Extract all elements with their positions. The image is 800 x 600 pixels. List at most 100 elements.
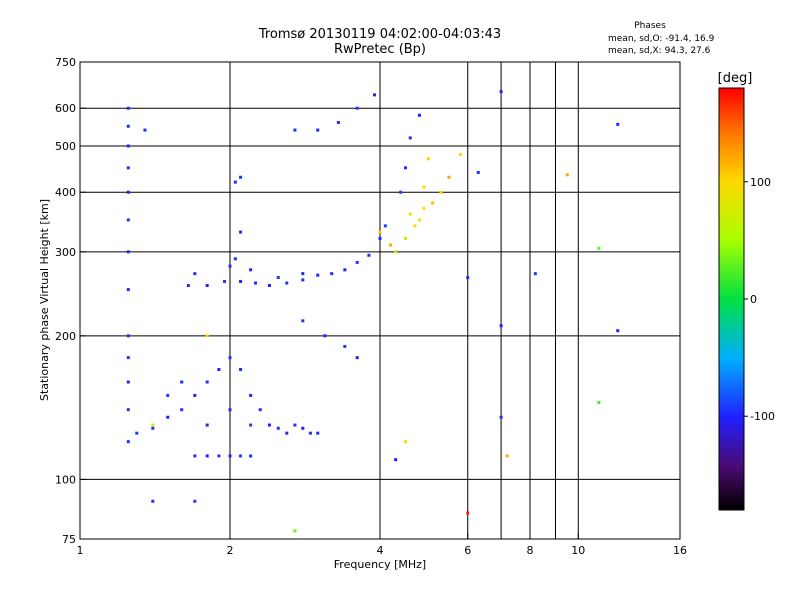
data-point	[249, 423, 253, 427]
data-point	[249, 393, 253, 397]
colorbar-ticks: 100 0 -100	[744, 176, 775, 423]
y-tick-label: 100	[55, 473, 76, 486]
stats-line-x: mean, sd,X: 94.3, 27.6	[608, 46, 711, 56]
data-point	[151, 423, 155, 427]
data-point	[180, 380, 184, 384]
data-point	[228, 408, 232, 412]
x-axis: 1 2 4 6 8 10 16	[77, 533, 687, 557]
data-point	[217, 367, 221, 371]
data-point	[408, 136, 412, 140]
data-point	[223, 279, 227, 283]
y-tick-label: 600	[55, 102, 76, 115]
colorbar-tick-label: -100	[750, 410, 775, 423]
data-point	[285, 281, 289, 285]
data-point	[228, 264, 232, 268]
data-point	[499, 324, 503, 328]
data-point	[126, 218, 130, 222]
data-point	[267, 283, 271, 287]
stats-heading: Phases	[634, 21, 666, 31]
colorbar	[718, 87, 745, 511]
x-tick-label: 10	[571, 544, 585, 557]
data-point	[228, 356, 232, 360]
chart-subtitle: RwPretec (Bp)	[334, 42, 426, 57]
data-point	[301, 272, 305, 276]
data-point	[389, 243, 393, 247]
data-point	[151, 499, 155, 503]
data-point	[126, 250, 130, 254]
data-point	[367, 253, 371, 257]
y-tick-label: 750	[55, 56, 76, 69]
data-point	[205, 454, 209, 458]
data-point	[383, 224, 387, 228]
data-point	[499, 415, 503, 419]
data-point	[166, 393, 170, 397]
data-point	[253, 281, 257, 285]
data-point	[293, 529, 297, 533]
data-point	[343, 344, 347, 348]
data-point	[193, 499, 197, 503]
data-point	[422, 185, 426, 189]
data-point	[355, 356, 359, 360]
data-point	[458, 152, 462, 156]
data-point	[355, 106, 359, 110]
data-point	[126, 380, 130, 384]
x-tick-label: 4	[377, 544, 384, 557]
data-point	[267, 423, 271, 427]
data-point	[378, 236, 382, 240]
x-tick-label: 6	[464, 544, 471, 557]
data-point	[403, 236, 407, 240]
data-point	[616, 122, 620, 126]
y-axis: 75 100 200 300 400 500 600 750	[55, 56, 86, 546]
data-point	[151, 426, 155, 430]
data-point	[166, 415, 170, 419]
y-tick-label: 400	[55, 186, 76, 199]
data-point	[597, 246, 601, 250]
data-point	[316, 273, 320, 277]
data-point	[330, 272, 334, 276]
data-point	[126, 408, 130, 412]
data-point	[426, 157, 430, 161]
data-point	[343, 268, 347, 272]
data-point	[249, 454, 253, 458]
data-point	[126, 190, 130, 194]
data-point	[301, 319, 305, 323]
data-point	[417, 218, 421, 222]
data-point	[126, 166, 130, 170]
data-point	[239, 279, 243, 283]
stats-line-o: mean, sd,O: -91.4, 16.9	[608, 34, 715, 44]
y-tick-label: 300	[55, 246, 76, 259]
data-point	[378, 230, 382, 234]
data-point	[403, 440, 407, 444]
data-point	[466, 276, 470, 280]
x-tick-label: 1	[77, 544, 84, 557]
data-point	[205, 283, 209, 287]
data-point	[239, 175, 243, 179]
x-tick-label: 16	[673, 544, 687, 557]
data-point	[293, 128, 297, 132]
data-point	[126, 288, 130, 292]
data-point	[355, 260, 359, 264]
colorbar-label: [deg]	[718, 71, 753, 86]
data-point	[135, 431, 139, 435]
data-point	[413, 224, 417, 228]
data-point	[505, 454, 509, 458]
data-point	[417, 113, 421, 117]
data-point	[239, 454, 243, 458]
data-point	[126, 124, 130, 128]
data-point	[308, 431, 312, 435]
data-point	[126, 106, 130, 110]
data-point	[258, 408, 262, 412]
data-point	[439, 190, 443, 194]
data-point	[323, 334, 327, 338]
data-point	[403, 166, 407, 170]
x-axis-label: Frequency [MHz]	[334, 558, 426, 571]
data-point	[239, 367, 243, 371]
data-point	[276, 426, 280, 430]
data-point	[205, 334, 209, 338]
data-point	[476, 170, 480, 174]
data-point	[316, 431, 320, 435]
data-point	[394, 458, 398, 462]
data-point	[336, 121, 340, 125]
data-point	[466, 511, 470, 515]
